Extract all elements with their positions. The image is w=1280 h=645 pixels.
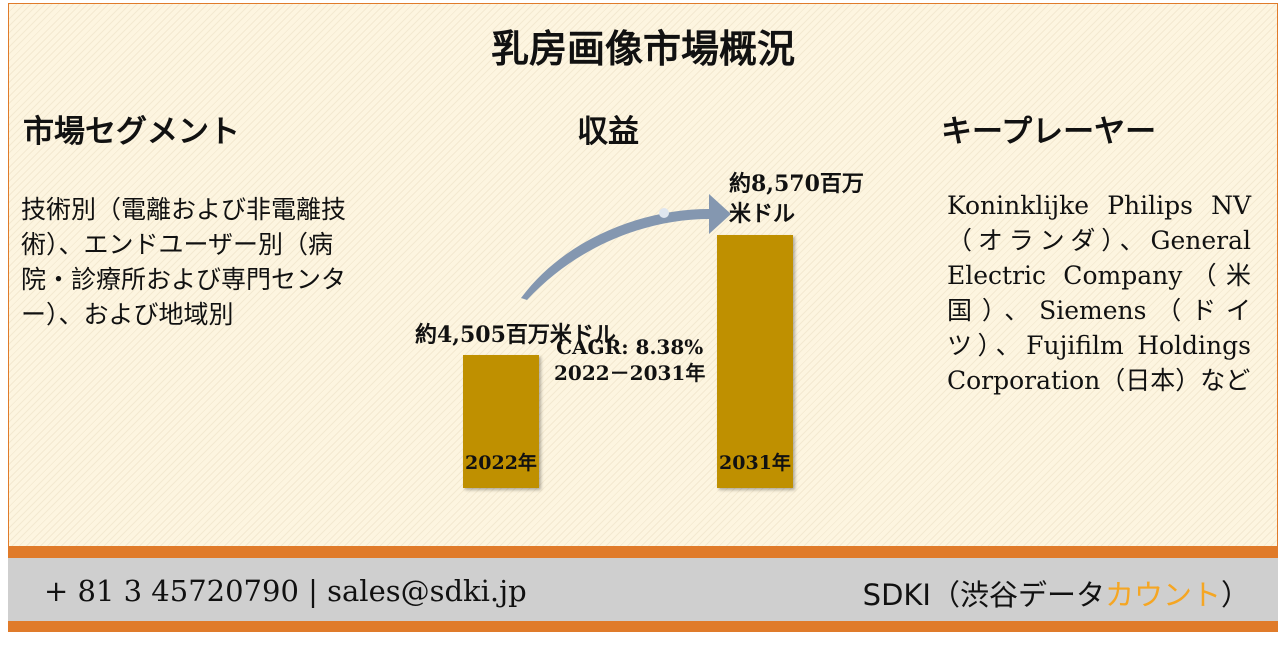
x-tick-label: 2022年 [465,452,537,474]
bar [463,355,539,488]
annotation: 2022－2031年 [554,361,706,385]
company-name: SDKI（渋谷データ [862,578,1105,612]
players-text: Koninklijke Philips NV（オランダ）、General Ele… [947,191,1251,395]
bar-chart: 2022年 約4,505百万米ドル 2031年 約8,570百万米ドル [9,4,1277,546]
segment-text: 技術別（電離および非電離技術）、エンドユーザー別（病院・診療所および専門センター… [21,195,347,329]
contact: + 81 3 45720790 | sales@sdki.jp [44,574,527,608]
segment-heading: 市場セグメント [23,114,240,150]
arrow [521,194,731,300]
x-tick-label: 2031年 [719,452,791,474]
players-heading: キープレーヤー [941,114,1157,150]
cagr-annotation: CAGR: 8.38% 2022－2031年 [554,334,705,386]
company: SDKI（渋谷データカウント） [863,572,1250,614]
company-name: ） [1220,578,1250,612]
footer-band: + 81 3 45720790 | sales@sdki.jp SDKI（渋谷デ… [8,558,1278,621]
company-name: カウント [1104,578,1221,612]
annotation: CAGR: 8.38% [556,335,704,359]
value-label: 約4,505百万米ドル [415,322,616,348]
footer: + 81 3 45720790 | sales@sdki.jp SDKI（渋谷デ… [8,547,1278,632]
infographic: 乳房画像市場概況 市場セグメント 収益 キープレーヤー 技術別（電離および非電離… [8,3,1278,547]
revenue-heading: 収益 [577,114,639,150]
value-label: 約8,570百万米ドル [729,171,864,227]
bar [717,235,793,488]
title: 乳房画像市場概況 [490,26,795,71]
